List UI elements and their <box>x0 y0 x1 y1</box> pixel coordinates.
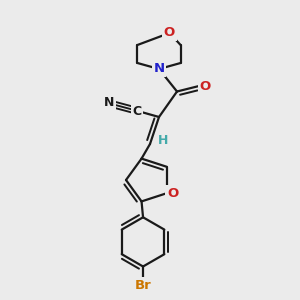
Text: N: N <box>153 62 165 76</box>
Text: O: O <box>167 187 178 200</box>
Text: N: N <box>104 96 115 110</box>
Text: H: H <box>158 134 168 147</box>
Text: Br: Br <box>135 279 152 292</box>
Text: O: O <box>200 80 211 93</box>
Text: O: O <box>164 26 175 40</box>
Text: C: C <box>133 105 142 119</box>
